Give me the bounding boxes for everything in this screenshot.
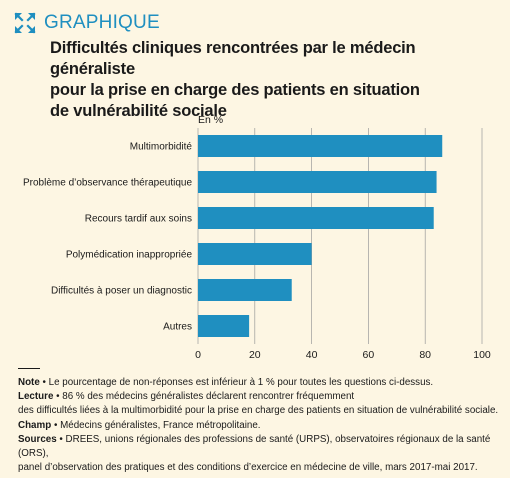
x-tick-label: 20 bbox=[249, 349, 261, 361]
note-text: • 86 % des médecins généralistes déclare… bbox=[53, 391, 355, 403]
chart-title: Difficultés cliniques rencontrées par le… bbox=[50, 38, 504, 122]
title-line: pour la prise en charge des patients en … bbox=[50, 81, 420, 99]
category-label: Problème d’observance thérapeutique bbox=[23, 178, 192, 189]
note-label: Champ bbox=[18, 419, 52, 431]
category-label: Polymédication inappropriée bbox=[66, 250, 193, 261]
note-line: des difficultés liées à la multimorbidit… bbox=[18, 404, 502, 418]
note-text: • DREES, unions régionales des professio… bbox=[18, 433, 491, 460]
x-tick-label: 100 bbox=[473, 349, 491, 361]
note-label: Lecture bbox=[18, 391, 54, 403]
note-line: Champ • Médecins généralistes, France mé… bbox=[18, 419, 502, 433]
note-text: panel d’observation des pratiques et des… bbox=[18, 462, 478, 474]
bar bbox=[198, 315, 250, 337]
note-text: • Le pourcentage de non-réponses est inf… bbox=[39, 377, 434, 388]
bar bbox=[198, 207, 434, 229]
tag-row: GRAPHIQUE bbox=[14, 10, 504, 36]
notes-divider bbox=[18, 368, 40, 369]
category-label: Difficultés à poser un diagnostic bbox=[51, 286, 192, 297]
note-line: Note • Le pourcentage de non-réponses es… bbox=[18, 376, 502, 390]
note-label: Sources bbox=[18, 433, 57, 445]
notes-body: Note • Le pourcentage de non-réponses es… bbox=[18, 376, 502, 475]
chart-notes: Note • Le pourcentage de non-réponses es… bbox=[18, 368, 502, 475]
category-label: Recours tardif aux soins bbox=[85, 214, 192, 225]
note-label: Note bbox=[18, 377, 40, 388]
category-label: Multimorbidité bbox=[130, 142, 193, 153]
category-label: Autres bbox=[163, 322, 192, 333]
x-tick-label: 80 bbox=[419, 349, 431, 361]
bar-chart: En % 0 20 40 60 80 100 Multimorbidité Problème d… bbox=[23, 114, 491, 361]
figure-tag: GRAPHIQUE bbox=[44, 12, 160, 33]
bar bbox=[198, 171, 437, 193]
note-line: Sources • DREES, unions régionales des p… bbox=[18, 433, 502, 461]
bar bbox=[198, 243, 312, 265]
x-tick-label: 40 bbox=[306, 349, 318, 361]
title-line: de vulnérabilité sociale bbox=[50, 102, 227, 120]
bar bbox=[198, 135, 443, 157]
expand-arrows-icon[interactable] bbox=[14, 12, 36, 34]
x-tick-label: 60 bbox=[363, 349, 375, 361]
unit-label: En % bbox=[198, 114, 223, 126]
note-line: panel d’observation des pratiques et des… bbox=[18, 461, 502, 475]
note-text: • Médecins généralistes, France métropol… bbox=[51, 419, 261, 431]
bar bbox=[198, 279, 292, 301]
title-line: Difficultés cliniques rencontrées par le… bbox=[50, 39, 416, 78]
figure-header: GRAPHIQUE Difficultés cliniques rencontr… bbox=[14, 10, 504, 122]
note-line: Lecture • 86 % des médecins généralistes… bbox=[18, 390, 502, 404]
x-tick-label: 0 bbox=[195, 349, 201, 361]
note-text: des difficultés liées à la multimorbidit… bbox=[18, 405, 499, 417]
